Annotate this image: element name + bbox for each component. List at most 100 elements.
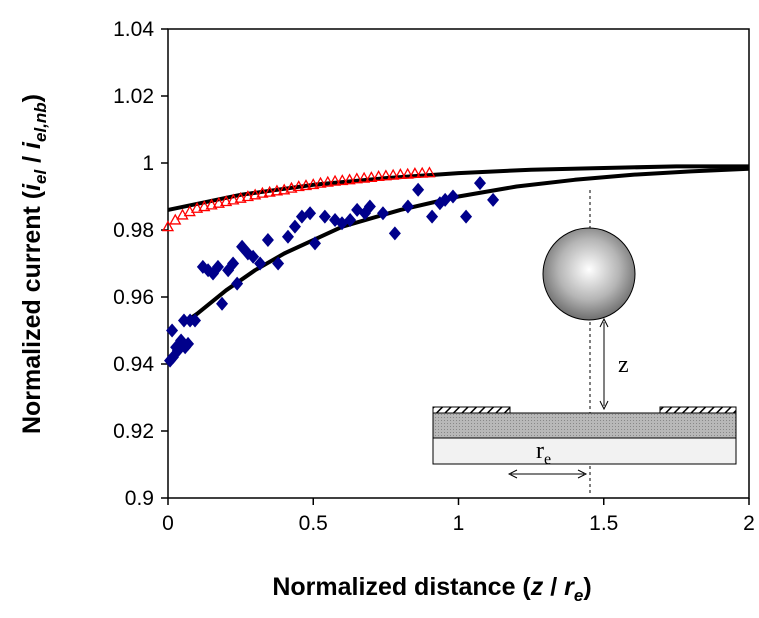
data-point — [256, 186, 269, 198]
data-point — [363, 199, 376, 214]
ylabel-part: / — [18, 149, 46, 170]
xlabel-part: Normalized distance ( — [272, 573, 531, 601]
xlabel-part: / — [543, 573, 564, 601]
x-tick-label: 1 — [453, 512, 465, 535]
data-point — [263, 185, 276, 197]
data-point — [234, 191, 247, 203]
data-point — [227, 193, 240, 205]
data-point — [205, 198, 218, 210]
ylabel-part: i — [18, 141, 46, 149]
y-axis-label: Normalized current (iel / iel,nb) — [18, 94, 50, 434]
data-point — [365, 171, 378, 183]
data-point — [408, 167, 422, 179]
data-point — [357, 171, 371, 183]
data-point — [247, 249, 260, 264]
data-point — [292, 180, 305, 192]
ylabel-part: el,nb — [31, 102, 50, 142]
data-point — [401, 167, 414, 179]
data-point — [416, 166, 429, 178]
r-label-main: r — [536, 438, 544, 464]
data-point — [307, 178, 320, 190]
data-point — [336, 174, 349, 186]
y-tick-label: 0.98 — [113, 219, 154, 242]
data-point — [446, 189, 459, 204]
data-point — [241, 190, 254, 202]
xlabel-part: e — [574, 586, 583, 605]
electrode — [432, 412, 737, 439]
data-point — [261, 233, 274, 248]
data-point — [344, 212, 357, 227]
y-tick-label: 0.9 — [125, 487, 154, 510]
data-point — [216, 296, 229, 311]
ylabel-part: Normalized current ( — [18, 190, 46, 434]
y-tick-label: 1 — [142, 152, 154, 175]
data-point — [328, 174, 342, 186]
data-point — [285, 181, 298, 193]
data-point — [343, 173, 356, 185]
inset-diagram: z re — [432, 190, 737, 496]
data-point — [272, 256, 285, 271]
data-point — [219, 195, 233, 207]
y-tick-label: 1.02 — [113, 85, 154, 108]
x-axis-label: Normalized distance (z / re) — [272, 573, 591, 605]
r-label-sub: e — [544, 451, 551, 468]
data-point — [212, 196, 225, 208]
data-point — [394, 168, 407, 180]
data-point — [190, 201, 204, 213]
xlabel-part: z — [530, 573, 544, 601]
data-point — [288, 219, 301, 234]
data-point — [166, 323, 179, 338]
x-tick-label: 2 — [743, 512, 755, 535]
data-point — [304, 206, 317, 221]
data-point — [227, 256, 240, 271]
data-point — [281, 229, 294, 244]
data-point — [308, 236, 321, 251]
ylabel-part: i — [18, 183, 46, 191]
substrate — [432, 437, 737, 465]
data-point — [189, 313, 202, 328]
data-point — [388, 226, 401, 241]
data-point — [401, 199, 414, 214]
sphere — [542, 227, 636, 321]
r-arrowheads — [507, 469, 588, 479]
data-point — [231, 276, 244, 291]
data-point — [270, 184, 284, 196]
data-point — [177, 313, 190, 328]
data-point — [241, 246, 254, 261]
y-tick-label: 0.94 — [113, 353, 154, 376]
data-point — [412, 182, 425, 197]
xlabel-part: r — [564, 573, 575, 601]
data-point — [254, 256, 267, 271]
data-point — [161, 220, 175, 232]
data-point — [249, 188, 262, 200]
data-point — [278, 183, 291, 195]
x-tick-label: 1.5 — [589, 512, 618, 535]
data-point — [198, 200, 211, 212]
data-point — [423, 166, 436, 178]
data-point — [379, 169, 392, 181]
data-point — [473, 176, 486, 191]
data-point — [387, 168, 400, 180]
data-point — [350, 172, 363, 184]
insulator — [659, 406, 737, 414]
data-point — [487, 192, 500, 207]
fit-line — [181, 166, 750, 326]
data-point — [372, 170, 385, 182]
y-tick-label: 1.04 — [113, 18, 154, 41]
insulator — [432, 406, 511, 414]
x-tick-label: 0 — [162, 512, 174, 535]
z-arrowheads — [599, 317, 609, 411]
data-point — [318, 209, 331, 224]
z-label: z — [618, 352, 629, 378]
xlabel-part: ) — [583, 573, 591, 601]
data-point — [299, 179, 313, 191]
y-tick-label: 0.92 — [113, 420, 154, 443]
y-tick-label: 0.96 — [113, 286, 154, 309]
data-point — [182, 336, 195, 351]
r-label: re — [536, 438, 551, 468]
data-point — [376, 206, 389, 221]
data-point — [314, 176, 327, 188]
ylabel-part: ) — [18, 94, 46, 102]
data-point — [426, 209, 439, 224]
